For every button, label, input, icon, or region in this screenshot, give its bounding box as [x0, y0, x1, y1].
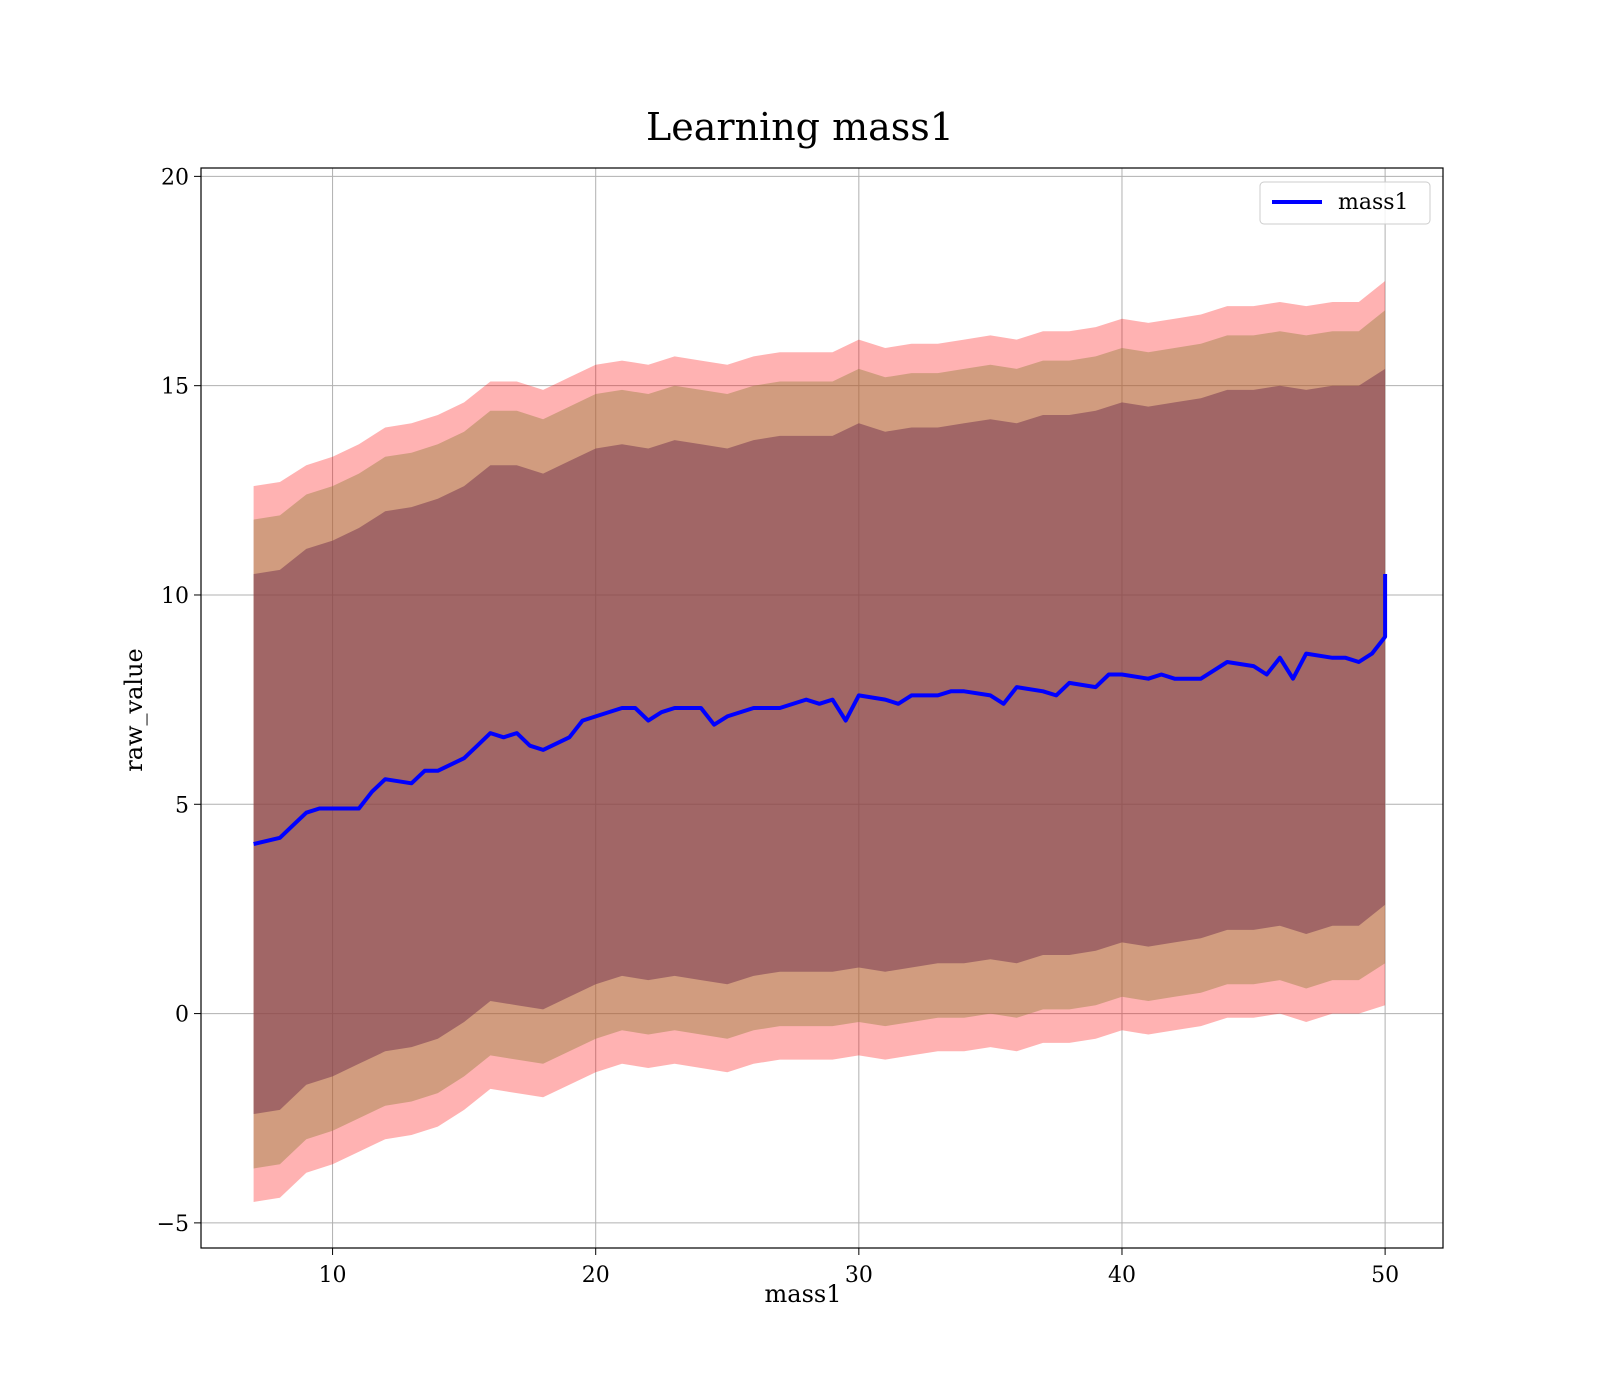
x-tick-label: 30	[845, 1263, 873, 1288]
confidence-band-2	[253, 368, 1386, 1114]
y-tick-label: 0	[175, 1003, 189, 1028]
legend-box	[1259, 181, 1431, 225]
ticks: 10 20 30 40 50 −5 0 5 10 15 20	[157, 165, 1400, 1288]
x-axis-label: mass1	[765, 1280, 842, 1308]
confidence-bands	[253, 281, 1386, 1202]
x-tick-label: 10	[319, 1263, 347, 1288]
legend-label-mass1: mass1	[1338, 190, 1409, 215]
y-tick-label: 10	[161, 584, 189, 609]
y-tick-label: 20	[161, 165, 189, 190]
y-tick-label: −5	[157, 1212, 189, 1237]
series-line-mass1	[253, 574, 1388, 846]
chart-title: Learning mass1	[646, 105, 954, 149]
legend: mass1	[1259, 181, 1431, 225]
x-tick-label: 20	[582, 1263, 610, 1288]
x-tick-label: 40	[1108, 1263, 1136, 1288]
x-tick-label: 50	[1371, 1263, 1399, 1288]
y-tick-label: 5	[175, 793, 189, 818]
series-lines	[253, 574, 1388, 846]
y-axis-label: raw_value	[120, 648, 148, 772]
y-tick-label: 15	[161, 375, 189, 400]
plot-frame	[200, 167, 1444, 1249]
